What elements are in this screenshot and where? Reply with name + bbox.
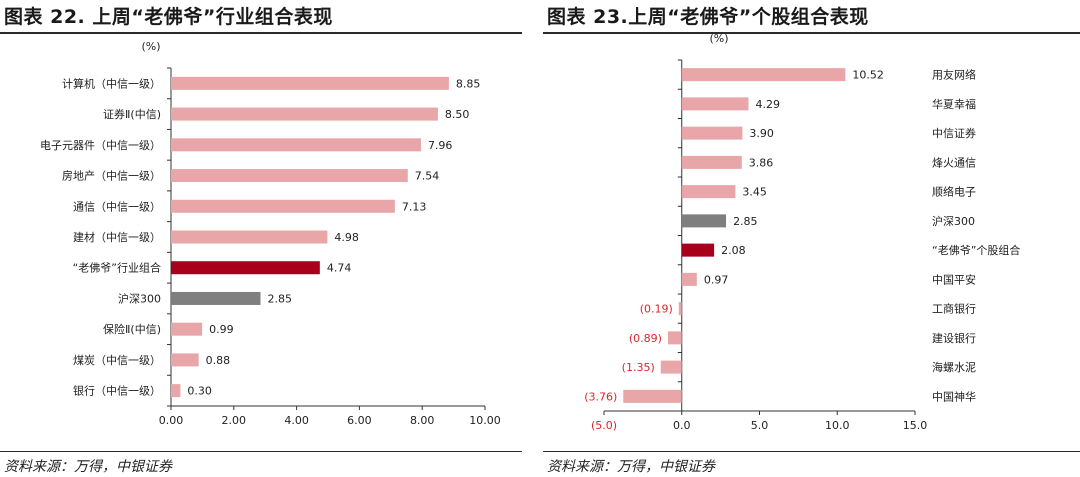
bar	[681, 243, 715, 257]
bar	[623, 389, 682, 403]
value-label: 7.13	[402, 200, 427, 213]
category-label: 海螺水泥	[932, 360, 976, 374]
left-bar-chart: (%) 计算机（中信一级） 8.85 证券Ⅱ(中信) 8.50 电子元器件（中信一级） 7.…	[40, 40, 501, 427]
value-label: 7.54	[415, 170, 440, 183]
right-source-rule	[543, 451, 1080, 452]
right-bar-chart: (%) 用友网络 10.52 华夏幸福 4.29 中信证券 3.90 烽火通信 3.86 顺络电子…	[584, 32, 1020, 432]
category-label: 沪深300	[118, 291, 161, 305]
bar	[171, 353, 199, 367]
value-label: (0.89)	[629, 332, 662, 345]
value-label: 0.30	[187, 385, 212, 398]
unit-label: (%)	[709, 32, 728, 45]
bar	[171, 291, 261, 305]
left-figure-title: 图表 22. 上周“老佛爷”行业组合表现	[4, 6, 333, 28]
value-label: 8.50	[445, 108, 470, 121]
x-tick-label: 2.00	[222, 414, 247, 427]
category-label: 中国神华	[932, 389, 976, 403]
value-label: 2.85	[267, 292, 292, 305]
category-label: 通信（中信一级）	[73, 200, 161, 213]
category-label: 沪深300	[932, 214, 975, 228]
bar	[681, 272, 697, 286]
left-source-note: 资料来源：万得，中银证券	[4, 459, 172, 475]
bar	[681, 97, 749, 111]
x-tick-label: 5.0	[751, 419, 769, 432]
x-tick-label: 10.0	[825, 419, 850, 432]
bar	[171, 107, 438, 121]
left-figure-panel: 图表 22. 上周“老佛爷”行业组合表现 (%) 计算机（中信一级） 8.85 证券Ⅱ…	[0, 0, 522, 477]
value-label: (3.76)	[584, 390, 617, 403]
category-label: 烽火通信	[932, 156, 976, 169]
bar	[681, 68, 846, 82]
bar	[171, 230, 328, 244]
value-label: 0.88	[206, 354, 231, 367]
right-figure-panel: 图表 23.上周“老佛爷”个股组合表现 (%) 用友网络 10.52 华夏幸福 4.29…	[543, 0, 1080, 477]
value-label: 3.86	[749, 156, 774, 169]
category-label: 工商银行	[932, 302, 976, 316]
category-label: 中信证券	[932, 126, 976, 140]
category-label: 建设银行	[932, 331, 976, 345]
category-label: 房地产（中信一级）	[62, 169, 161, 183]
category-label: 保险Ⅱ(中信)	[103, 322, 161, 336]
value-label: 0.97	[704, 273, 729, 286]
category-label: 计算机（中信一级）	[62, 76, 161, 90]
value-label: 0.99	[209, 323, 234, 336]
x-tick-label: 0.0	[673, 419, 691, 432]
category-label: 建材（中信一级）	[73, 230, 161, 244]
right-source-note: 资料来源：万得，中银证券	[547, 459, 715, 475]
bar	[171, 199, 395, 213]
bar	[171, 384, 181, 398]
category-label: “老佛爷”行业组合	[73, 261, 161, 275]
bar	[171, 76, 449, 90]
value-label: 2.85	[733, 215, 758, 228]
x-tick-label: 4.00	[284, 414, 309, 427]
category-label: 华夏幸福	[932, 97, 976, 111]
bar	[681, 214, 727, 228]
bar	[681, 126, 743, 140]
x-tick-label: (5.0)	[591, 419, 617, 432]
bar	[681, 155, 742, 169]
category-label: 中国平安	[932, 272, 976, 286]
right-title-rule	[543, 32, 1080, 34]
left-source-rule	[0, 451, 522, 452]
left-title-rule	[0, 32, 522, 34]
x-tick-label: 15.0	[903, 419, 928, 432]
bar	[681, 185, 736, 199]
category-label: 煤炭（中信一级）	[73, 354, 161, 367]
x-tick-label: 10.00	[469, 414, 501, 427]
category-label: 顺络电子	[932, 185, 976, 199]
category-label: 银行（中信一级）	[73, 384, 161, 398]
category-label: 用友网络	[932, 68, 976, 82]
value-label: 7.96	[428, 139, 453, 152]
category-label: 证券Ⅱ(中信)	[103, 107, 161, 121]
x-tick-label: 8.00	[410, 414, 435, 427]
bar	[171, 169, 408, 183]
unit-label: (%)	[141, 40, 160, 53]
bar	[678, 302, 682, 316]
value-label: 4.74	[327, 262, 352, 275]
x-tick-label: 6.00	[347, 414, 372, 427]
value-label: 4.29	[755, 98, 780, 111]
value-label: 3.90	[749, 127, 774, 140]
x-tick-label: 0.00	[159, 414, 184, 427]
category-label: 电子元器件（中信一级）	[40, 139, 161, 152]
value-label: (1.35)	[622, 361, 655, 374]
bar	[171, 261, 320, 275]
value-label: 4.98	[334, 231, 359, 244]
bar	[171, 322, 203, 336]
bar	[667, 331, 682, 345]
value-label: 8.85	[456, 77, 481, 90]
value-label: (0.19)	[640, 303, 673, 316]
bar	[660, 360, 682, 374]
value-label: 3.45	[742, 186, 767, 199]
category-label: “老佛爷”个股组合	[932, 243, 1020, 257]
value-label: 2.08	[721, 244, 746, 257]
value-label: 10.52	[852, 69, 884, 82]
bar	[171, 138, 421, 152]
right-figure-title: 图表 23.上周“老佛爷”个股组合表现	[547, 6, 869, 28]
